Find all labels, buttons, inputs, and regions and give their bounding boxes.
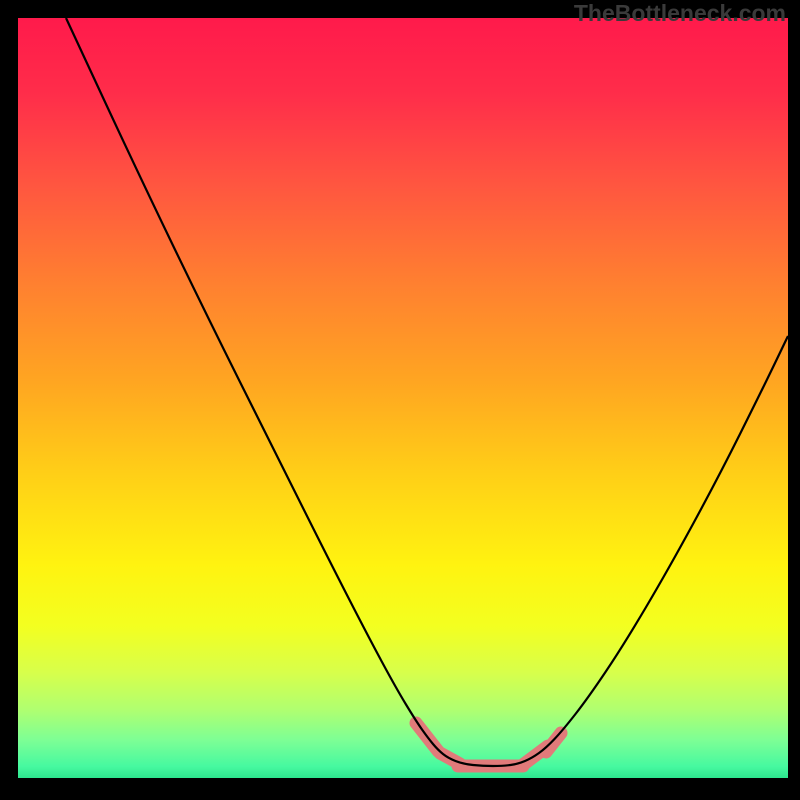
gradient-background [18,18,788,778]
chart-svg [0,0,800,800]
watermark-text: TheBottleneck.com [574,0,786,27]
